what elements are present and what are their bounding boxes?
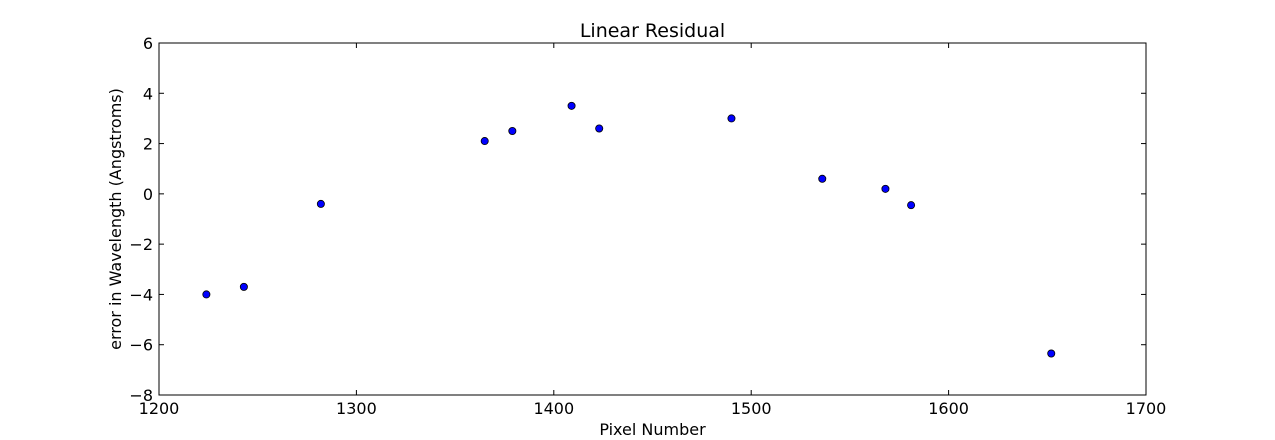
- y-tick-label: 2: [143, 135, 153, 154]
- x-tick-label: 1400: [533, 399, 574, 418]
- y-axis-label: error in Wavelength (Angstroms): [106, 88, 125, 350]
- chart-title: Linear Residual: [580, 20, 725, 42]
- data-point: [239, 282, 248, 291]
- data-point: [727, 114, 736, 123]
- data-point: [316, 199, 325, 208]
- y-tick-label: 4: [143, 84, 153, 103]
- x-tick-label: 1700: [1126, 399, 1167, 418]
- x-axis-label: Pixel Number: [599, 420, 706, 439]
- plot-area: [158, 42, 1147, 396]
- data-points: [202, 101, 1056, 358]
- data-point: [480, 137, 489, 146]
- y-tick-label: 0: [143, 185, 153, 204]
- y-tick-label: −2: [129, 235, 153, 254]
- y-tick-label: −8: [129, 386, 153, 405]
- x-tick-label: 1600: [928, 399, 969, 418]
- data-point: [202, 290, 211, 299]
- data-point: [818, 174, 827, 183]
- data-point: [595, 124, 604, 133]
- y-tick-label: −6: [129, 336, 153, 355]
- data-point: [881, 184, 890, 193]
- x-tick-label: 1200: [139, 399, 180, 418]
- data-point: [508, 127, 517, 136]
- data-point: [567, 101, 576, 110]
- data-point: [907, 201, 916, 210]
- y-tick-label: 6: [143, 34, 153, 53]
- y-tick-label: −4: [129, 285, 153, 304]
- data-point: [1047, 349, 1056, 358]
- x-tick-label: 1300: [336, 399, 377, 418]
- axis-ticks: 1200 1300 1400 1500 1600 1700 −8 −6 −4 −2 0 2 4 6: [129, 34, 1166, 418]
- x-tick-label: 1500: [731, 399, 772, 418]
